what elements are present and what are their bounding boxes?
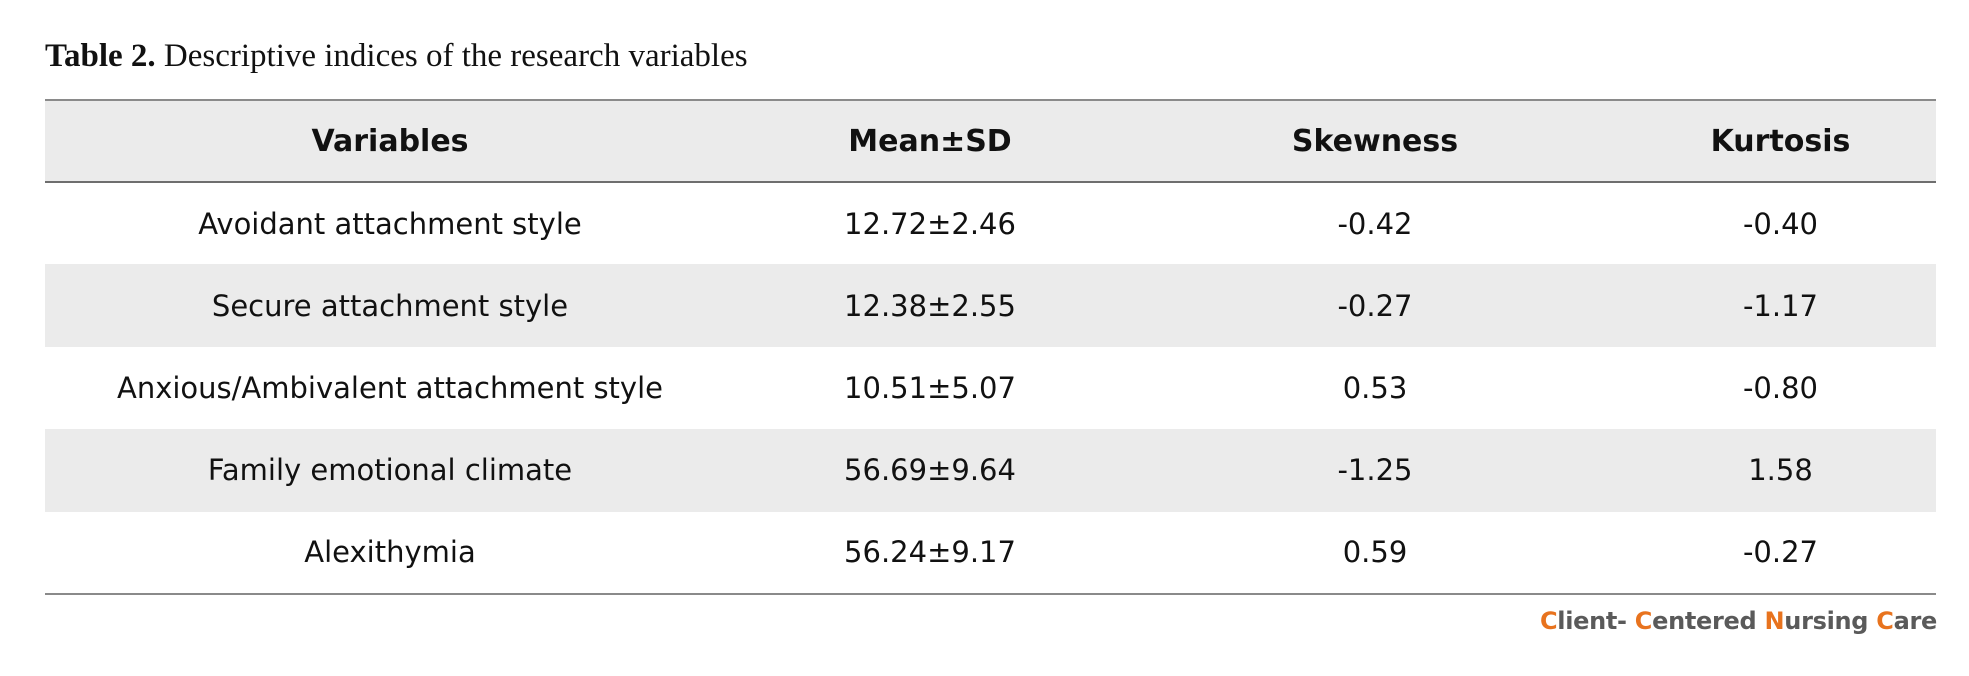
cell-kurtosis: 1.58 (1748, 453, 1813, 488)
cell-mean-sd: 56.24±9.17 (844, 535, 1016, 570)
journal-name: Client- Centered Nursing Care (1540, 607, 1937, 635)
cell-variable: Secure attachment style (211, 288, 569, 323)
cell-kurtosis: -0.40 (1742, 206, 1819, 241)
table-row: Alexithymia 56.24±9.17 0.59 -0.27 (45, 512, 1936, 594)
table-caption-text: Descriptive indices of the research vari… (155, 38, 748, 74)
cell-skewness: 0.59 (1342, 535, 1408, 570)
column-header-mean-sd: Mean±SD (848, 123, 1012, 159)
journal-name-part: ursing (1784, 607, 1877, 635)
journal-name-part: C (1634, 607, 1653, 635)
cell-skewness: -0.42 (1337, 206, 1413, 241)
table-caption-label: Table 2. (45, 38, 156, 74)
table-row: Anxious/Ambivalent attachment style 10.5… (45, 347, 1936, 429)
cell-mean-sd: 12.72±2.46 (844, 206, 1016, 241)
table-row: Secure attachment style 12.38±2.55 -0.27… (45, 264, 1936, 347)
cell-kurtosis: -0.80 (1742, 370, 1819, 405)
table-row: Family emotional climate 56.69±9.64 -1.2… (45, 429, 1936, 512)
cell-kurtosis: -0.27 (1742, 535, 1819, 570)
cell-variable: Anxious/Ambivalent attachment style (116, 370, 663, 405)
cell-variable: Family emotional climate (207, 453, 573, 488)
cell-kurtosis: -1.17 (1742, 288, 1819, 323)
table-header-row: Variables Mean±SD Skewness Kurtosis (45, 100, 1936, 182)
cell-mean-sd: 56.69±9.64 (844, 453, 1016, 488)
journal-name-part: C (1876, 607, 1894, 635)
table-row: Avoidant attachment style 12.72±2.46 -0.… (45, 182, 1936, 264)
journal-name-part: C (1539, 607, 1558, 635)
descriptive-indices-table: Variables Mean±SD Skewness Kurtosis Avoi… (45, 99, 1936, 595)
journal-name-part: entered (1652, 607, 1765, 635)
column-header-variables: Variables (311, 123, 469, 159)
table-caption: Table 2. Descriptive indices of the rese… (45, 38, 748, 75)
cell-skewness: -0.27 (1337, 288, 1413, 323)
cell-skewness: 0.53 (1342, 370, 1408, 405)
cell-variable: Alexithymia (304, 535, 476, 570)
journal-name-part: are (1893, 607, 1938, 635)
cell-mean-sd: 12.38±2.55 (844, 288, 1016, 323)
journal-name-part: lient- (1557, 607, 1635, 635)
journal-name-part: N (1764, 607, 1785, 635)
cell-variable: Avoidant attachment style (198, 206, 582, 241)
cell-skewness: -1.25 (1337, 453, 1413, 488)
column-header-kurtosis: Kurtosis (1710, 123, 1851, 159)
column-header-skewness: Skewness (1291, 123, 1459, 159)
cell-mean-sd: 10.51±5.07 (844, 370, 1016, 405)
